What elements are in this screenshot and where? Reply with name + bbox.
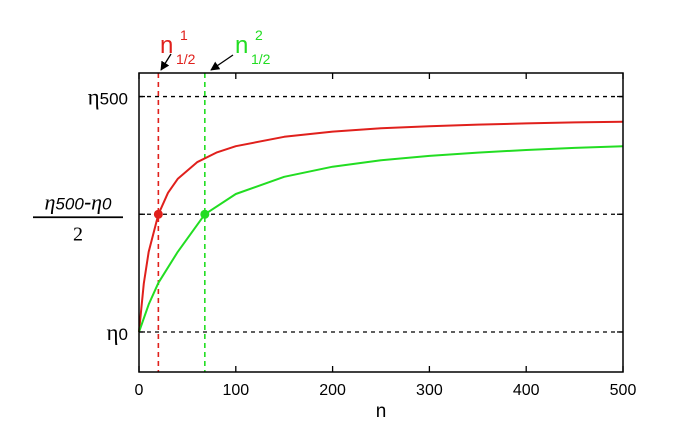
y-tick-label-fraction: η500-η0 2 — [33, 189, 123, 245]
annotation-sup: 2 — [255, 27, 263, 43]
y-tick-label-2: η500 — [88, 85, 128, 110]
annotation-arrow — [160, 53, 172, 71]
annotation-sub: 1/2 — [251, 51, 271, 67]
x-tick-label: 0 — [135, 382, 144, 399]
x-tick-label: 400 — [513, 382, 540, 399]
x-tick-label: 300 — [416, 382, 443, 399]
annotations: n 11/2 n 21/2 — [160, 27, 271, 71]
series-group — [138, 120, 624, 333]
annotation-sub: 1/2 — [176, 51, 196, 67]
series-line-2 — [138, 145, 624, 333]
fraction-numerator: η500-η0 — [44, 189, 112, 214]
y-tick-label-0: η0 — [107, 320, 129, 345]
y-axis: η0 η500-η0 2 η500 — [33, 85, 623, 345]
x-axis: 0 100 200 300 400 500 — [135, 73, 637, 399]
half-point-markers — [153, 209, 210, 219]
x-tick-label: 500 — [610, 382, 637, 399]
x-tick-label: 100 — [222, 382, 249, 399]
annotation-1: n 1 1/2 — [160, 27, 196, 71]
half-point-marker-2 — [200, 209, 210, 219]
reference-hlines — [139, 95, 623, 333]
x-axis-title: n — [376, 401, 387, 422]
annotation-arrow — [210, 54, 234, 71]
half-point-marker-1 — [153, 209, 163, 219]
annotation-base: n — [235, 32, 248, 59]
reference-vlines — [157, 73, 206, 372]
annotation-2: n 2 1/2 — [210, 27, 271, 71]
plot-frame — [138, 72, 624, 373]
fraction-denominator: 2 — [73, 223, 83, 245]
annotation-base: n — [160, 32, 173, 59]
x-tick-label: 200 — [319, 382, 346, 399]
annotation-sup: 1 — [180, 27, 188, 43]
series-line-1 — [138, 120, 624, 333]
